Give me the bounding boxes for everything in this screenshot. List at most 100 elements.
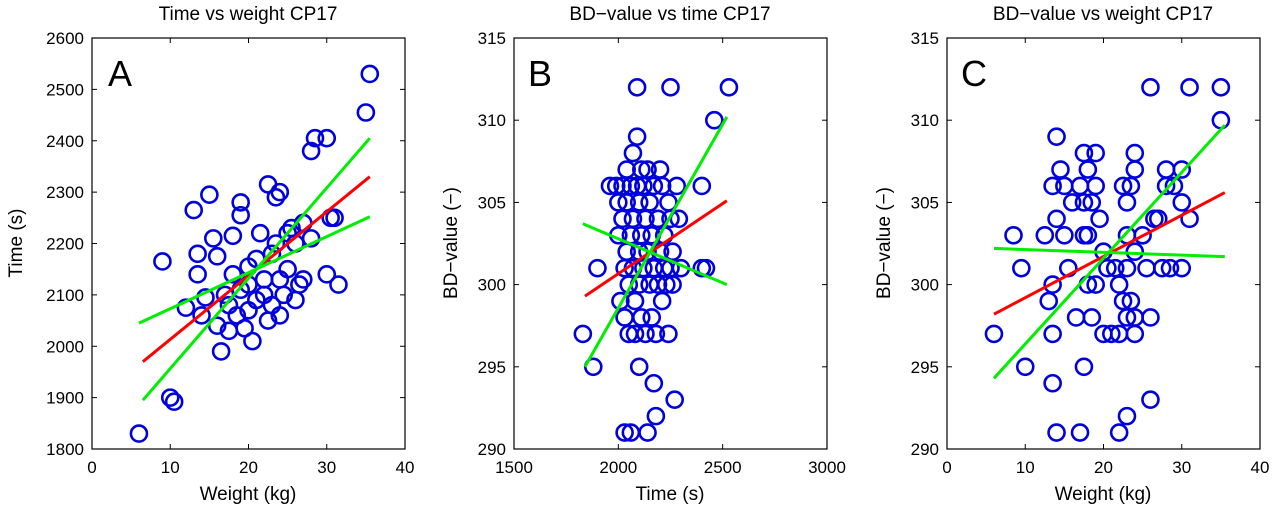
data-point [629,193,649,212]
data-point [1086,143,1105,163]
data-point [1055,176,1074,196]
y-tick-label: 2500 [46,80,84,99]
panel-letter: A [108,53,132,94]
data-point [329,275,348,294]
data-point [1172,193,1192,212]
data-point [1156,176,1176,196]
data-point [184,200,204,220]
fit-line [584,199,728,298]
data-point [1121,291,1141,311]
data-point [663,242,682,262]
data-point [609,193,628,212]
data-point [1156,160,1176,179]
data-point [1082,193,1102,212]
data-point [250,223,270,243]
x-tick-label: 20 [1094,458,1113,477]
y-tick-label: 300 [911,276,939,295]
fit-line [141,137,371,402]
data-point [1121,176,1141,196]
data-point [692,176,712,196]
data-point [631,225,651,245]
data-point [1133,225,1152,245]
data-point [160,388,180,407]
data-point [1070,423,1090,442]
data-point [243,331,262,351]
data-point [661,209,680,229]
y-tick-label: 1800 [46,440,84,459]
y-tick-label: 290 [478,440,506,459]
y-tick-label: 310 [478,111,506,130]
x-tick-label: 30 [317,458,336,477]
data-point [1074,193,1094,212]
fit-line [582,222,728,286]
x-tick-label: 40 [396,458,415,477]
data-point [231,205,250,225]
data-point [1047,423,1066,442]
data-point [657,275,676,294]
data-point [1105,258,1125,278]
data-point [1047,127,1066,146]
data-point [652,176,672,196]
y-tick-label: 2400 [46,132,84,151]
data-point [621,176,641,196]
panel-letter: B [528,53,552,94]
data-point [638,423,657,442]
data-point [623,209,643,229]
data-point [613,176,632,196]
x-axis-label: Weight (kg) [1055,484,1152,505]
data-point [1137,258,1156,278]
data-point [642,308,662,327]
chart-title: BD−value vs time CP17 [569,4,770,25]
data-point [573,324,593,344]
data-point [1074,357,1094,377]
data-point [231,193,250,212]
data-point [634,258,653,278]
y-axis-label: Time (s) [6,209,27,278]
axis-ticks: 0 10 20 30 40 1800 1900 2000 2100 2200 2300 2400 250… [46,29,414,477]
data-point [1070,176,1090,196]
data-point [588,258,607,278]
x-tick-label: 1500 [495,458,533,477]
y-tick-label: 290 [911,440,939,459]
data-point [705,110,724,130]
data-point [667,176,687,196]
data-point [1160,258,1180,278]
data-point [317,265,337,284]
data-point [984,324,1004,344]
scatter-points [129,64,380,443]
x-tick-label: 0 [87,458,96,477]
data-point [317,128,337,148]
panel-c: 0 10 20 30 40 290 295 300 305 310 315 BD−value vs … [874,4,1269,505]
scatter-points [984,78,1231,442]
y-tick-label: 300 [478,276,506,295]
y-tick-label: 2300 [46,183,84,202]
data-point [648,275,668,294]
data-point [617,193,636,212]
y-tick-label: 2100 [46,286,84,305]
data-point [1164,176,1184,196]
data-point [325,208,344,228]
data-point [1117,258,1137,278]
data-point [1082,308,1102,327]
data-point [1055,225,1074,245]
data-point [663,275,682,294]
fit-line [992,124,1226,380]
data-point [1078,225,1098,245]
x-axis-label: Time (s) [636,484,705,505]
data-point [1035,225,1055,245]
y-tick-label: 2200 [46,235,84,254]
y-tick-label: 310 [911,111,939,130]
y-tick-label: 305 [911,193,939,212]
y-axis-label: BD−value (−) [874,187,895,299]
data-point [719,78,739,97]
x-axis-label: Weight (kg) [200,484,297,505]
data-point [223,265,243,284]
x-tick-label: 2000 [599,458,637,477]
x-tick-label: 20 [239,458,258,477]
y-tick-label: 2600 [46,29,84,48]
data-point [1113,176,1133,196]
data-point [270,182,290,202]
data-point [1090,209,1109,229]
data-point [1109,275,1129,294]
data-point [611,291,630,311]
